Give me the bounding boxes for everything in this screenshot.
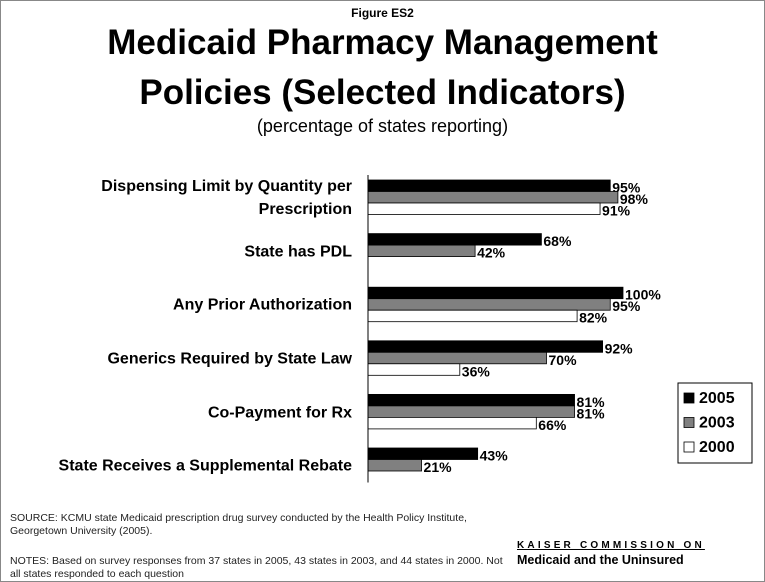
value-label: 91% bbox=[602, 202, 631, 218]
value-label: 43% bbox=[480, 447, 509, 463]
value-label: 66% bbox=[538, 417, 567, 433]
value-label: 82% bbox=[579, 310, 608, 326]
value-label: 92% bbox=[605, 340, 634, 356]
legend-swatch bbox=[683, 441, 695, 453]
value-label: 21% bbox=[424, 459, 453, 475]
chart-subtitle: (percentage of states reporting) bbox=[256, 116, 509, 136]
bar bbox=[367, 351, 547, 365]
value-label: 42% bbox=[477, 245, 506, 261]
value-label: 36% bbox=[462, 363, 491, 379]
logo-bottom: Medicaid and the Uninsured bbox=[517, 553, 684, 567]
bar bbox=[367, 393, 575, 407]
bar bbox=[367, 179, 611, 192]
bar bbox=[367, 363, 461, 376]
chart-title: Medicaid Pharmacy Management Policies (S… bbox=[107, 23, 658, 112]
category-label: Co-Payment for Rx bbox=[207, 404, 352, 422]
bar bbox=[367, 459, 422, 472]
figure-label: Figure ES2 bbox=[351, 6, 414, 20]
logo-top: KAISER COMMISSION ON bbox=[517, 540, 705, 551]
bar bbox=[367, 447, 479, 460]
legend-label: 2005 bbox=[699, 390, 735, 407]
category-label: State Receives a Supplemental Rebate bbox=[58, 457, 352, 475]
legend-label: 2000 bbox=[699, 439, 735, 456]
category-label: Generics Required by State Law bbox=[107, 350, 352, 368]
value-label: 95% bbox=[612, 298, 641, 314]
source: SOURCE: KCMU state Medicaid prescription… bbox=[10, 512, 467, 537]
value-label: 81% bbox=[577, 405, 606, 421]
bar bbox=[367, 191, 619, 204]
value-label: 70% bbox=[549, 352, 578, 368]
category-label: Dispensing Limit by Quantity per Prescri… bbox=[101, 178, 352, 219]
bar bbox=[367, 298, 611, 311]
bar bbox=[367, 244, 476, 258]
value-label: 98% bbox=[620, 191, 649, 207]
value-label: 68% bbox=[543, 233, 572, 249]
bar bbox=[367, 405, 575, 418]
bar bbox=[367, 309, 578, 323]
bar bbox=[367, 233, 542, 246]
bar bbox=[367, 416, 537, 430]
bar bbox=[367, 340, 604, 353]
bar bbox=[367, 202, 601, 215]
value-label: 100% bbox=[625, 287, 661, 303]
category-label: Any Prior Authorization bbox=[173, 296, 352, 314]
legend-swatch bbox=[683, 417, 695, 428]
legend-swatch bbox=[683, 392, 695, 404]
value-label: 95% bbox=[612, 179, 641, 195]
notes: NOTES: Based on survey responses from 37… bbox=[10, 555, 503, 580]
value-label: 81% bbox=[577, 394, 606, 410]
legend-label: 2003 bbox=[699, 415, 735, 432]
category-label: State has PDL bbox=[244, 243, 352, 261]
bar bbox=[367, 286, 624, 300]
